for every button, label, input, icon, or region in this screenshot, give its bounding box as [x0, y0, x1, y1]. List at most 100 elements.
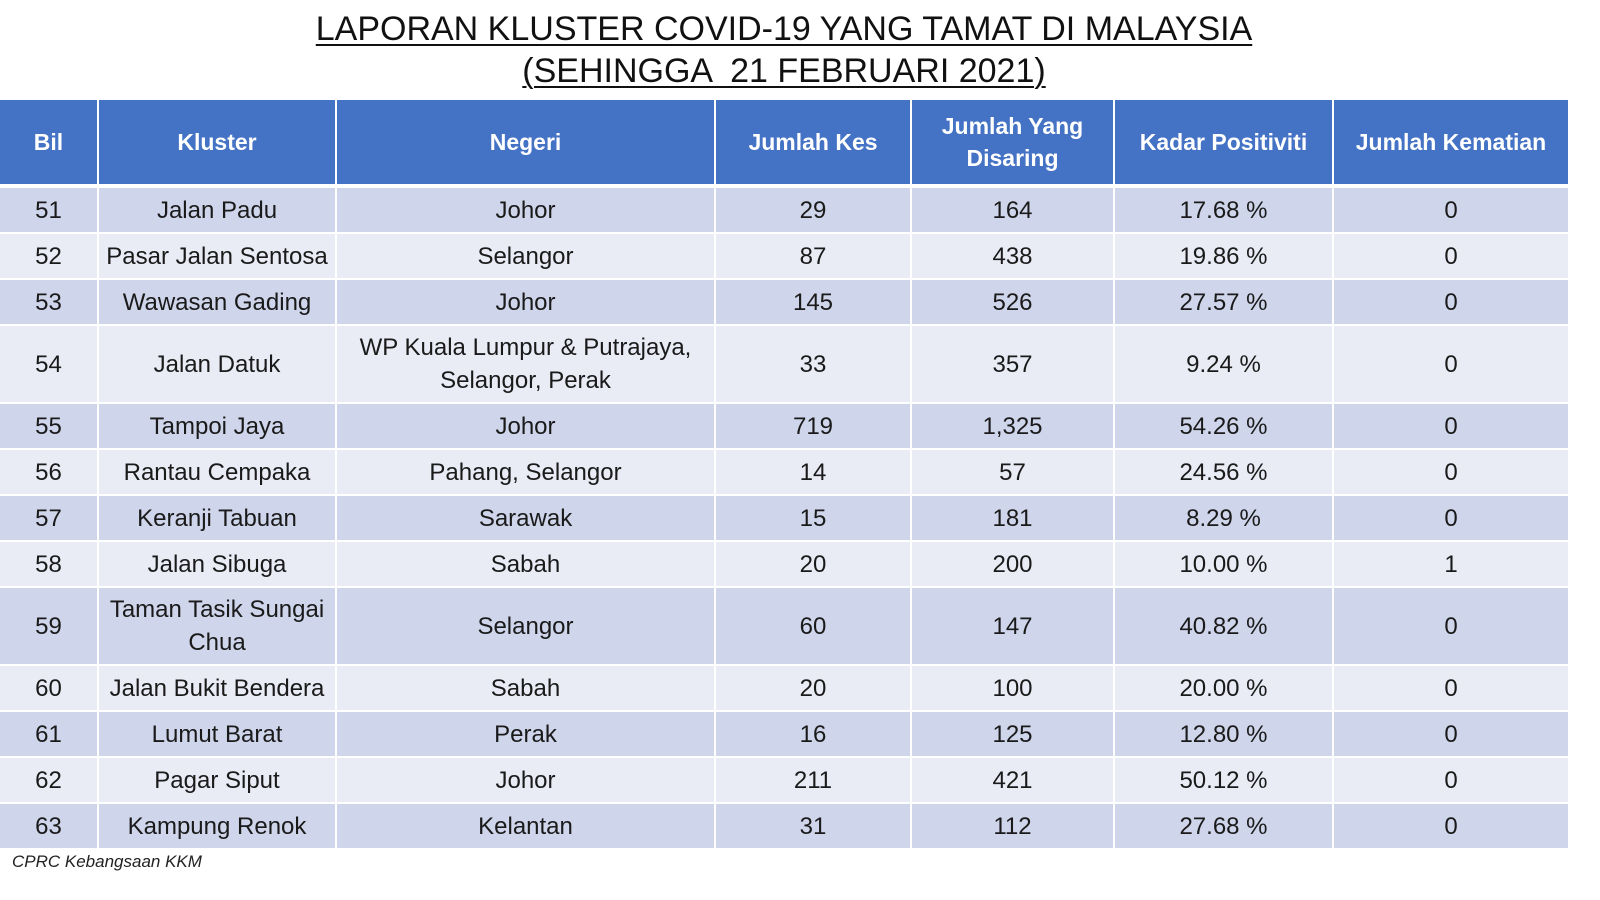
- cell-bil: 62: [0, 757, 99, 804]
- table-header-row: Bil Kluster Negeri Jumlah Kes Jumlah Yan…: [0, 100, 1568, 188]
- table-row: 63 Kampung Renok Kelantan 31 112 27.68 %…: [0, 803, 1568, 850]
- cell-bil: 59: [0, 587, 99, 666]
- cell-jumlah-kes: 20: [715, 541, 912, 588]
- cell-negeri: Johor: [336, 403, 716, 450]
- cell-jumlah-kematian: 0: [1333, 449, 1568, 496]
- cell-bil: 52: [0, 233, 99, 280]
- cell-jumlah-disaring: 164: [911, 186, 1115, 234]
- cell-jumlah-kematian: 1: [1333, 541, 1568, 588]
- cell-jumlah-kes: 87: [715, 233, 912, 280]
- cell-kluster: Tampoi Jaya: [98, 403, 337, 450]
- cell-kluster: Jalan Datuk: [98, 325, 337, 404]
- cell-kluster: Rantau Cempaka: [98, 449, 337, 496]
- table-row: 51 Jalan Padu Johor 29 164 17.68 % 0: [0, 186, 1568, 234]
- report-title: LAPORAN KLUSTER COVID-19 YANG TAMAT DI M…: [0, 0, 1568, 92]
- cell-jumlah-disaring: 421: [911, 757, 1115, 804]
- cell-jumlah-kematian: 0: [1333, 587, 1568, 666]
- cell-negeri: Sabah: [336, 541, 716, 588]
- header-bil: Bil: [0, 100, 99, 188]
- table-row: 60 Jalan Bukit Bendera Sabah 20 100 20.0…: [0, 665, 1568, 712]
- cluster-table: Bil Kluster Negeri Jumlah Kes Jumlah Yan…: [0, 100, 1568, 850]
- cell-jumlah-kes: 211: [715, 757, 912, 804]
- cell-jumlah-kes: 31: [715, 803, 912, 850]
- cell-jumlah-disaring: 57: [911, 449, 1115, 496]
- table-row: 62 Pagar Siput Johor 211 421 50.12 % 0: [0, 757, 1568, 804]
- cell-kluster: Jalan Padu: [98, 186, 337, 234]
- header-jumlah-kematian: Jumlah Kematian: [1333, 100, 1568, 188]
- table-row: 58 Jalan Sibuga Sabah 20 200 10.00 % 1: [0, 541, 1568, 588]
- cell-jumlah-kematian: 0: [1333, 325, 1568, 404]
- cell-negeri: Selangor: [336, 587, 716, 666]
- cell-bil: 53: [0, 279, 99, 326]
- cell-jumlah-disaring: 181: [911, 495, 1115, 542]
- cell-bil: 56: [0, 449, 99, 496]
- cell-negeri: Perak: [336, 711, 716, 758]
- cell-jumlah-kematian: 0: [1333, 803, 1568, 850]
- cell-kadar-positiviti: 40.82 %: [1114, 587, 1334, 666]
- cell-jumlah-disaring: 100: [911, 665, 1115, 712]
- cell-kadar-positiviti: 19.86 %: [1114, 233, 1334, 280]
- cell-kadar-positiviti: 54.26 %: [1114, 403, 1334, 450]
- cell-jumlah-kematian: 0: [1333, 665, 1568, 712]
- cell-kluster: Wawasan Gading: [98, 279, 337, 326]
- cell-jumlah-kematian: 0: [1333, 186, 1568, 234]
- cell-jumlah-kematian: 0: [1333, 233, 1568, 280]
- cell-kluster: Jalan Bukit Bendera: [98, 665, 337, 712]
- cell-jumlah-kes: 33: [715, 325, 912, 404]
- cell-bil: 57: [0, 495, 99, 542]
- cell-kadar-positiviti: 20.00 %: [1114, 665, 1334, 712]
- header-jumlah-disaring: Jumlah Yang Disaring: [911, 100, 1115, 188]
- cell-kluster: Lumut Barat: [98, 711, 337, 758]
- cell-negeri: Johor: [336, 757, 716, 804]
- cell-jumlah-kematian: 0: [1333, 495, 1568, 542]
- cell-jumlah-disaring: 200: [911, 541, 1115, 588]
- cell-negeri: Johor: [336, 186, 716, 234]
- cell-bil: 51: [0, 186, 99, 234]
- cell-jumlah-kes: 14: [715, 449, 912, 496]
- cell-negeri: Selangor: [336, 233, 716, 280]
- header-kluster: Kluster: [98, 100, 337, 188]
- cell-negeri: Pahang, Selangor: [336, 449, 716, 496]
- cell-kadar-positiviti: 24.56 %: [1114, 449, 1334, 496]
- table-row: 59 Taman Tasik Sungai Chua Selangor 60 1…: [0, 587, 1568, 666]
- cell-jumlah-kes: 20: [715, 665, 912, 712]
- cell-jumlah-disaring: 438: [911, 233, 1115, 280]
- cell-bil: 61: [0, 711, 99, 758]
- cell-negeri: WP Kuala Lumpur & Putrajaya, Selangor, P…: [336, 325, 716, 404]
- header-kadar-positiviti: Kadar Positiviti: [1114, 100, 1334, 188]
- header-jumlah-kes: Jumlah Kes: [715, 100, 912, 188]
- cell-kluster: Kampung Renok: [98, 803, 337, 850]
- cell-kluster: Taman Tasik Sungai Chua: [98, 587, 337, 666]
- cell-jumlah-disaring: 112: [911, 803, 1115, 850]
- cell-bil: 55: [0, 403, 99, 450]
- table-row: 52 Pasar Jalan Sentosa Selangor 87 438 1…: [0, 233, 1568, 280]
- cell-jumlah-kes: 15: [715, 495, 912, 542]
- cell-kadar-positiviti: 9.24 %: [1114, 325, 1334, 404]
- cell-kadar-positiviti: 50.12 %: [1114, 757, 1334, 804]
- cell-bil: 58: [0, 541, 99, 588]
- header-negeri: Negeri: [336, 100, 716, 188]
- table-row: 61 Lumut Barat Perak 16 125 12.80 % 0: [0, 711, 1568, 758]
- cell-jumlah-disaring: 1,325: [911, 403, 1115, 450]
- cell-jumlah-kematian: 0: [1333, 757, 1568, 804]
- cell-jumlah-kes: 719: [715, 403, 912, 450]
- cell-jumlah-disaring: 357: [911, 325, 1115, 404]
- table-row: 56 Rantau Cempaka Pahang, Selangor 14 57…: [0, 449, 1568, 496]
- cell-jumlah-kes: 145: [715, 279, 912, 326]
- table-row: 55 Tampoi Jaya Johor 719 1,325 54.26 % 0: [0, 403, 1568, 450]
- cell-negeri: Johor: [336, 279, 716, 326]
- cell-kadar-positiviti: 12.80 %: [1114, 711, 1334, 758]
- cell-kadar-positiviti: 27.68 %: [1114, 803, 1334, 850]
- cell-jumlah-disaring: 526: [911, 279, 1115, 326]
- cell-negeri: Sarawak: [336, 495, 716, 542]
- cell-jumlah-kematian: 0: [1333, 279, 1568, 326]
- title-line-1: LAPORAN KLUSTER COVID-19 YANG TAMAT DI M…: [315, 10, 1253, 48]
- table-body: 51 Jalan Padu Johor 29 164 17.68 % 0 52 …: [0, 186, 1568, 850]
- cell-bil: 63: [0, 803, 99, 850]
- cell-kadar-positiviti: 8.29 %: [1114, 495, 1334, 542]
- cell-kadar-positiviti: 17.68 %: [1114, 186, 1334, 234]
- cell-jumlah-kematian: 0: [1333, 711, 1568, 758]
- table-row: 53 Wawasan Gading Johor 145 526 27.57 % …: [0, 279, 1568, 326]
- cell-bil: 54: [0, 325, 99, 404]
- table-row: 54 Jalan Datuk WP Kuala Lumpur & Putraja…: [0, 325, 1568, 404]
